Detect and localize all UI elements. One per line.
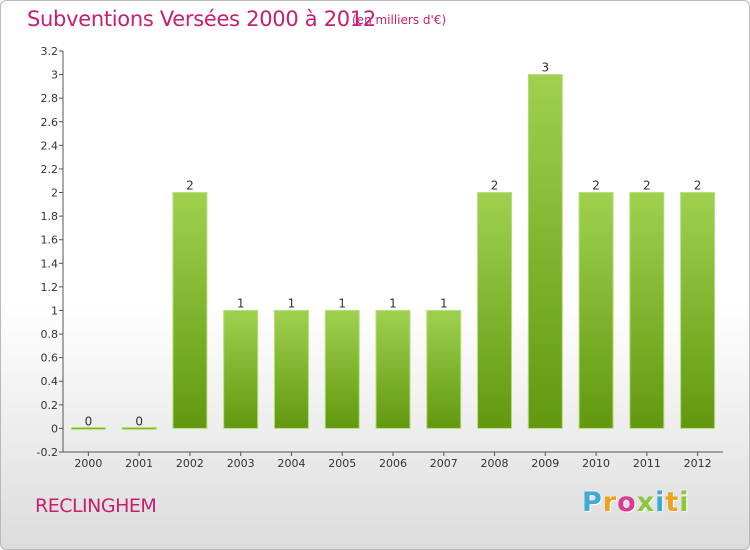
x-tick-label: 2002: [176, 457, 204, 470]
bar-2000: [70, 426, 106, 430]
data-label-2010: 2: [592, 179, 600, 193]
x-tick-label: 2011: [633, 457, 661, 470]
bar-2005: [324, 309, 360, 429]
data-label-2004: 1: [288, 296, 296, 310]
proxiti-logo: Proxiti: [582, 487, 690, 518]
data-label-2002: 2: [186, 179, 194, 193]
data-label-2012: 2: [694, 179, 702, 193]
y-tick-label: 0.6: [41, 352, 59, 365]
y-tick-label: 0.8: [41, 328, 59, 341]
commune-name: RECLINGHEM: [35, 495, 157, 517]
data-label-2011: 2: [643, 179, 651, 193]
bar-2001: [121, 426, 157, 430]
chart-subtitle: (en milliers d'€): [352, 13, 447, 27]
bar-2012: [680, 192, 716, 429]
x-tick-label: 2007: [430, 457, 458, 470]
brand-letter: r: [602, 487, 618, 518]
bar-2007: [426, 309, 462, 429]
data-label-2003: 1: [237, 296, 245, 310]
axis-layer: -0.2 0 0.2 0.4 0.6 0.8 1 1.2 1.4 1.6 1.8 2 2.2 2.4 2.6…: [37, 45, 723, 470]
data-label-2007: 1: [440, 296, 448, 310]
y-tick-label: 1.2: [41, 281, 59, 294]
bar-2003: [223, 309, 259, 429]
brand-letter: P: [582, 487, 603, 518]
data-label-2006: 1: [389, 296, 397, 310]
y-tick-label: 3.2: [41, 45, 59, 58]
chart-title: Subventions Versées 2000 à 2012: [27, 7, 376, 31]
y-tick-label: 0.2: [41, 399, 59, 412]
y-tick-label: 3: [51, 69, 58, 82]
bar-2008: [477, 192, 513, 429]
y-tick-label: 1.8: [41, 210, 59, 223]
bar-2004: [273, 309, 309, 429]
brand-letter: o: [617, 487, 637, 518]
y-tick-label: 1: [51, 304, 58, 317]
bars-layer: 0 0 2 1 1 1 1 1 2 3 2 2 2: [70, 61, 716, 430]
x-tick-label: 2004: [277, 457, 305, 470]
brand-letter: i: [679, 487, 690, 518]
x-tick-label: 2010: [582, 457, 610, 470]
x-tick-label: 2009: [531, 457, 559, 470]
x-tick-label: 2012: [684, 457, 712, 470]
y-tick-label: 2.6: [41, 116, 59, 129]
y-tick-label: 0.4: [41, 375, 59, 388]
x-tick-label: 2003: [227, 457, 255, 470]
bar-2002: [172, 192, 208, 429]
x-tick-label: 2000: [74, 457, 102, 470]
x-tick-label: 2008: [481, 457, 509, 470]
y-tick-label: 2.8: [41, 92, 59, 105]
y-tick-label: -0.2: [37, 446, 58, 459]
x-tick-label: 2001: [125, 457, 153, 470]
y-tick-label: 1.6: [41, 234, 59, 247]
data-label-2005: 1: [338, 296, 346, 310]
data-label-2001: 0: [135, 414, 143, 428]
data-label-2000: 0: [85, 414, 93, 428]
x-tick-label: 2006: [379, 457, 407, 470]
bar-2006: [375, 309, 411, 429]
bar-2010: [578, 192, 614, 429]
y-tick-label: 2.2: [41, 163, 59, 176]
data-label-2008: 2: [491, 179, 499, 193]
brand-letter: t: [665, 487, 680, 518]
x-tick-label: 2005: [328, 457, 356, 470]
bar-2009: [527, 74, 563, 429]
bar-2011: [629, 192, 665, 429]
brand-letter: i: [655, 487, 666, 518]
data-label-2009: 3: [541, 61, 549, 75]
y-tick-label: 2.4: [41, 139, 59, 152]
y-tick-label: 1.4: [41, 257, 59, 270]
y-tick-label: 2: [51, 187, 58, 200]
y-tick-label: 0: [51, 422, 58, 435]
brand-letter: x: [636, 487, 656, 518]
